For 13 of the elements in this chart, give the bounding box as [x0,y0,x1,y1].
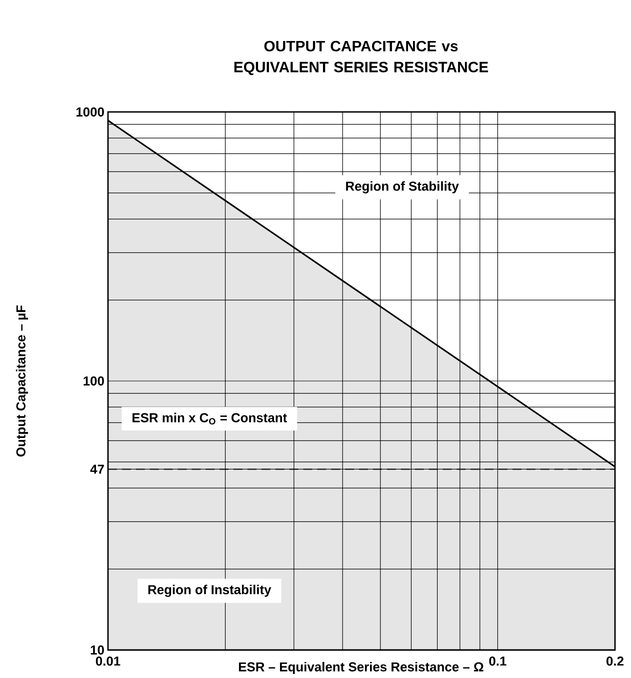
x-tick-label: 0.2 [606,656,624,666]
x-tick-label: 0.1 [489,656,506,666]
chart-title: OUTPUT CAPACITANCE vs EQUIVALENT SERIES RESISTANCE [234,40,488,76]
y-tick-label: 1000 [76,107,104,117]
annotation: ESR min x C$_{O}$ = Constant [132,412,287,425]
y-tick-label: 100 [84,376,104,386]
annotation: Region of Stability [346,181,459,194]
x-axis-title: ESR – Equivalent Series Resistance – Ω [238,662,484,674]
y-axis-title: Output Capacitance – µF [16,305,28,457]
y-tick-label: 47 [90,464,104,474]
x-tick-label: 0.01 [96,656,120,666]
y-tick-label: 10 [90,645,104,655]
annotation: Region of Instability [148,584,272,597]
